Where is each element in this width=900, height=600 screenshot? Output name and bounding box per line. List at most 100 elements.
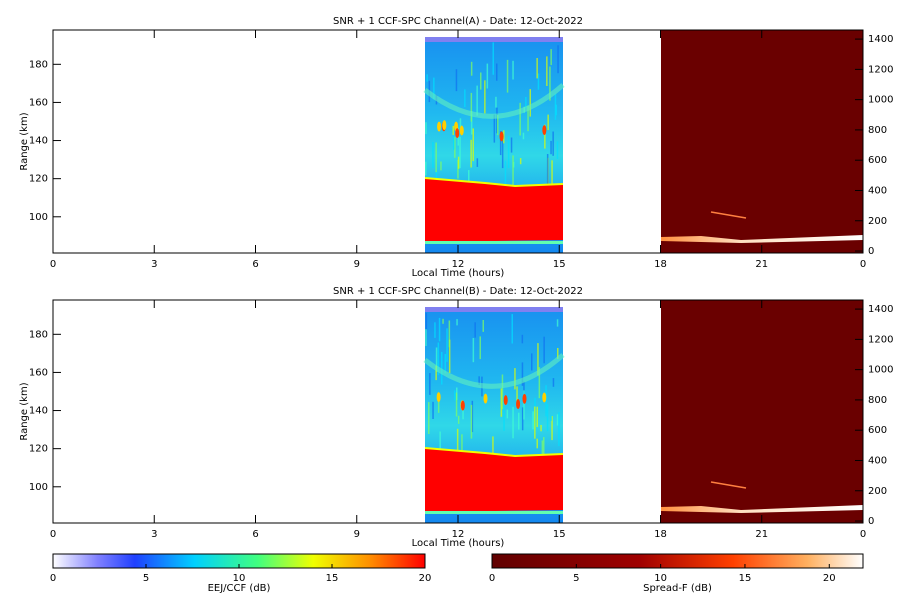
- x-tick-label: 6: [252, 259, 258, 270]
- heatmap-texture: [507, 136, 510, 168]
- heatmap-texture: [438, 317, 441, 342]
- heatmap-texture: [543, 437, 545, 467]
- heatmap-texture: [527, 105, 529, 132]
- heatmap-texture: [470, 404, 473, 439]
- heatmap-texture: [510, 137, 513, 153]
- heatmap-texture: [493, 114, 496, 143]
- heatmap-texture: [453, 136, 455, 150]
- y-tick-label: 100: [29, 482, 48, 493]
- heatmap-texture: [521, 362, 524, 386]
- x-tick-label: 0: [860, 529, 866, 540]
- heatmap-blob: [442, 120, 447, 131]
- heatmap-texture: [435, 347, 438, 372]
- heatmap-texture: [484, 80, 486, 114]
- heatmap-texture: [547, 114, 549, 131]
- heatmap-texture: [480, 72, 482, 90]
- y2-tick-label: 400: [868, 455, 887, 466]
- y2-tick-label: 0: [868, 246, 874, 257]
- y2-tick-label: 1200: [868, 64, 893, 75]
- heatmap-texture: [442, 318, 444, 324]
- heatmap-texture: [434, 322, 436, 338]
- y-tick-label: 100: [29, 212, 48, 223]
- heatmap-texture: [437, 393, 440, 413]
- y-tick-label: 120: [29, 174, 48, 185]
- y2-tick-label: 600: [868, 155, 887, 166]
- y2-tick-label: 1200: [868, 334, 893, 345]
- heatmap-texture: [435, 142, 437, 173]
- spreadf-field: [661, 30, 863, 253]
- heatmap-texture: [534, 406, 536, 439]
- heatmap-texture: [457, 156, 460, 169]
- heatmap-texture: [496, 63, 498, 81]
- heatmap-texture: [440, 161, 442, 171]
- heatmap-texture: [518, 412, 520, 430]
- heatmap-texture: [496, 107, 498, 134]
- heatmap-texture: [448, 320, 451, 348]
- heatmap-texture: [503, 405, 505, 431]
- chart-title: SNR + 1 CCF-SPC Channel(A) - Date: 12-Oc…: [333, 16, 583, 27]
- heatmap-texture: [504, 160, 507, 193]
- heatmap-texture: [546, 56, 548, 86]
- heatmap-texture: [537, 73, 540, 90]
- heatmap-texture: [456, 428, 459, 459]
- heatmap-arc: [423, 83, 565, 119]
- heatmap-texture: [499, 131, 502, 156]
- heatmap-texture: [432, 142, 434, 168]
- heatmap-texture: [557, 348, 559, 359]
- heatmap-texture: [531, 353, 533, 371]
- x-tick-label: 21: [755, 259, 768, 270]
- y-tick-label: 160: [29, 97, 48, 108]
- heatmap-texture: [556, 319, 559, 327]
- heatmap-texture: [444, 354, 446, 374]
- colorbar: [491, 553, 864, 569]
- heatmap-texture: [432, 401, 434, 419]
- heatmap-texture: [495, 96, 497, 108]
- heatmap-low-strip: [425, 511, 563, 514]
- heatmap-blob: [542, 392, 547, 403]
- x-tick-label: 0: [50, 529, 56, 540]
- heatmap-top-strip: [425, 307, 563, 312]
- heatmap-texture: [525, 97, 527, 108]
- x-tick-label: 3: [151, 259, 157, 270]
- heatmap-texture: [512, 60, 514, 80]
- heatmap-texture: [521, 407, 524, 431]
- heatmap-texture: [552, 378, 555, 387]
- x-tick-label: 18: [654, 529, 667, 540]
- heatmap-texture: [470, 61, 473, 76]
- heatmap-blob: [499, 131, 504, 142]
- heatmap-blob: [459, 125, 464, 136]
- heatmap-texture: [474, 322, 476, 338]
- colorbar-tick-label: 20: [823, 573, 836, 584]
- heatmap-texture: [425, 329, 427, 346]
- heatmap-blob: [483, 393, 488, 404]
- heatmap-texture: [455, 69, 458, 92]
- heatmap-texture: [544, 124, 546, 149]
- heatmap-blob: [437, 121, 442, 132]
- heatmap-texture: [433, 77, 435, 100]
- heatmap-texture: [541, 440, 544, 459]
- x-tick-label: 9: [354, 529, 360, 540]
- heatmap-texture: [472, 128, 474, 162]
- heatmap-texture: [550, 415, 552, 421]
- heatmap-texture: [529, 89, 531, 117]
- heatmap-texture: [514, 368, 516, 390]
- heatmap-texture: [425, 161, 427, 176]
- heatmap-texture: [435, 365, 437, 381]
- y-tick-label: 140: [29, 136, 48, 147]
- heatmap-texture: [478, 376, 480, 385]
- x-tick-label: 18: [654, 259, 667, 270]
- heatmap-texture: [437, 342, 440, 376]
- panel: SNR + 1 CCF-SPC Channel(B) - Date: 12-Oc…: [19, 286, 893, 549]
- heatmap-texture: [454, 390, 456, 401]
- heatmap-texture: [461, 434, 463, 466]
- heatmap-texture: [519, 102, 521, 136]
- colorbar-tick-label: 10: [233, 573, 246, 584]
- heatmap-texture: [459, 118, 462, 134]
- x-axis-label: Local Time (hours): [412, 268, 505, 279]
- x-tick-label: 3: [151, 529, 157, 540]
- x-tick-label: 15: [553, 259, 566, 270]
- heatmap-texture: [455, 392, 458, 417]
- heatmap-texture: [476, 158, 479, 167]
- colorbar-tick-label: 0: [50, 573, 56, 584]
- heatmap-texture: [551, 416, 553, 441]
